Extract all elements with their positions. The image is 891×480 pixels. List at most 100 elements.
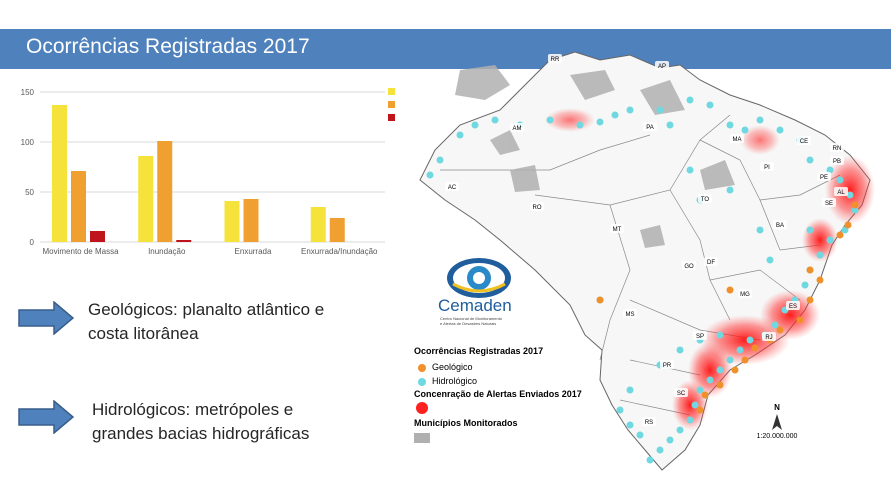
hidrologico-point: [706, 376, 714, 384]
bar: [176, 240, 192, 242]
geologico-point: [806, 266, 814, 274]
hidrologico-point: [676, 426, 684, 434]
state-label-bg: [643, 122, 657, 131]
legend-item-alert: [416, 402, 582, 414]
state-label-am: AM: [513, 126, 522, 132]
hidrologico-point: [696, 386, 704, 394]
hidrologico-point: [726, 186, 734, 194]
x-tick-label: Inundação: [148, 247, 186, 256]
state-label-bg: [548, 54, 562, 63]
state-label-mg: MG: [740, 292, 750, 298]
legend-swatch: [388, 114, 395, 121]
hidrologico-point: [716, 366, 724, 374]
state-label-bg: [674, 388, 688, 397]
hidrologico-point: [656, 106, 664, 114]
bullet-line: Hidrológicos: metrópoles e: [92, 400, 294, 419]
geologico-point: [776, 326, 784, 334]
state-label-ma: MA: [733, 137, 742, 143]
state-label-ac: AC: [448, 185, 457, 191]
legend-alerts-title: Concenração de Alertas Enviados 2017: [414, 389, 582, 399]
state-label-se: SE: [825, 201, 833, 207]
state-label-pi: PI: [764, 165, 770, 171]
hidrologico-point: [666, 121, 674, 129]
y-tick-label: 0: [30, 238, 35, 247]
state-label-bg: [730, 134, 744, 143]
state-label-bg: [682, 261, 696, 270]
hidrologico-point: [666, 436, 674, 444]
state-label-sp: SP: [696, 334, 704, 340]
geologico-point: [741, 356, 749, 364]
bar: [310, 207, 326, 242]
hidrologico-point: [546, 116, 554, 124]
state-label-bg: [786, 301, 800, 310]
state-label-bg: [530, 202, 544, 211]
hidrologico-point: [706, 101, 714, 109]
hidrologico-point: [746, 336, 754, 344]
state-label-pb: PB: [833, 159, 841, 165]
y-tick-label: 50: [25, 188, 34, 197]
state-label-rr: RR: [551, 57, 560, 63]
hidrologico-point: [806, 226, 814, 234]
occurrence-points: [426, 96, 859, 464]
hidrologico-point: [826, 166, 834, 174]
arrow-right-icon: [18, 301, 74, 335]
bar: [52, 105, 67, 242]
state-label-bg: [773, 220, 787, 229]
bar: [329, 218, 345, 242]
hidrologico-point: [756, 116, 764, 124]
x-tick-label: Enxurrada: [235, 247, 272, 256]
bar: [157, 141, 173, 242]
bullet-line: Geológicos: planalto atlântico e: [88, 300, 325, 319]
bar: [71, 171, 86, 242]
geologico-point: [851, 201, 859, 209]
hidrologico-point: [471, 121, 479, 129]
y-tick-label: 150: [21, 88, 35, 97]
legend-swatch: [418, 363, 426, 372]
state-label-bg: [623, 309, 637, 318]
state-label-bg: [822, 198, 836, 207]
bullet-hidrologicos: Hidrológicos: metrópoles e grandes bacia…: [92, 398, 309, 446]
hidrologico-point: [801, 281, 809, 289]
eye-logo-icon: [447, 258, 511, 298]
x-tick-label: Enxurrada/Inundação: [301, 247, 378, 256]
state-label-ce: CE: [800, 139, 808, 145]
brazil-map: RR AP AM PA MA CE RN PB PI PE AL AC RO TO SE BA MT GO DF MG…: [419, 51, 875, 471]
legend-swatch: [388, 88, 395, 95]
state-label-to: TO: [701, 197, 710, 203]
legend-label: Geológico: [432, 362, 473, 372]
hidrologico-point: [756, 226, 764, 234]
state-label-bg: [610, 224, 624, 233]
hidrologico-point: [626, 421, 634, 429]
state-label-bg: [655, 61, 669, 70]
state-label-bg: [830, 143, 844, 152]
logo-subtitle-line: Centro Nacional de Monitoramento: [440, 316, 503, 321]
hidrologico-point: [826, 236, 834, 244]
state-label-bg: [660, 360, 674, 369]
legend-swatch: [418, 377, 426, 386]
monitored-municipalities: [455, 65, 735, 248]
hidrologico-point: [806, 156, 814, 164]
state-label-bg: [510, 123, 524, 132]
bar: [224, 201, 240, 242]
state-label-bg: [693, 331, 707, 340]
legend-swatch: [388, 101, 395, 108]
logo-subtitle: Centro Nacional de Monitoramento e Alert…: [440, 316, 502, 326]
slide-title: Ocorrências Registradas 2017: [26, 35, 310, 58]
hidrologico-point: [676, 346, 684, 354]
bullet-line: grandes bacias hidrográficas: [92, 424, 310, 443]
state-label-rn: RN: [833, 146, 842, 152]
y-tick-label: 100: [21, 138, 35, 147]
legend-item-geologico: Geológico: [418, 362, 582, 372]
legend-label: Hidrológico: [432, 376, 478, 386]
hidrologico-point: [741, 126, 749, 134]
state-labels: RR AP AM PA MA CE RN PB PI PE AL AC RO TO SE BA MT GO DF MG…: [445, 54, 848, 426]
bar: [90, 231, 105, 242]
hidrologico-point: [726, 356, 734, 364]
hidrologico-point: [686, 416, 694, 424]
hidrologico-point: [736, 346, 744, 354]
hidrologico-point: [426, 171, 434, 179]
geologico-point: [796, 316, 804, 324]
state-label-bg: [762, 332, 776, 341]
state-label-rs: RS: [645, 420, 653, 426]
legend-monitored-title: Municípios Monitorados: [414, 418, 518, 428]
